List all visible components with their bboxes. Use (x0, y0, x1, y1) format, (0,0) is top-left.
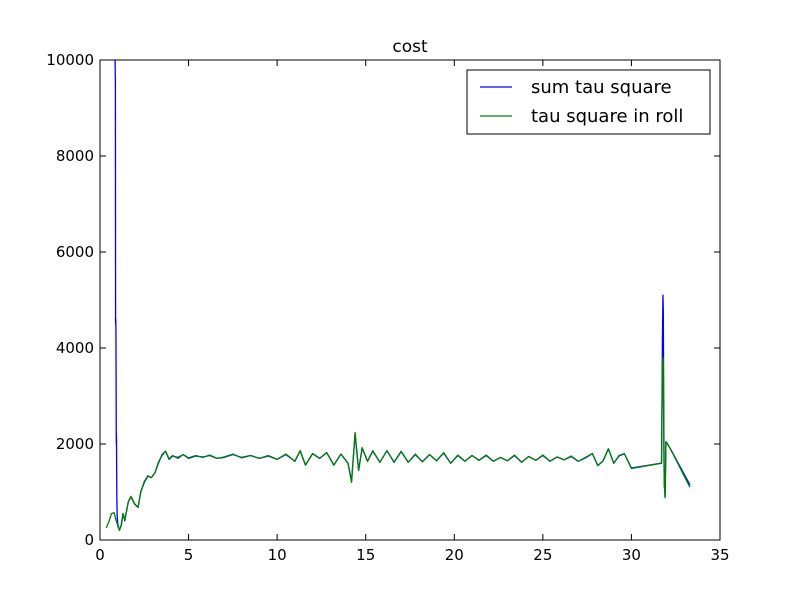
x-tick-label: 5 (184, 546, 194, 564)
ticks-layer: 0 5 10 15 20 25 30 35 0 2000 4000 6000 8000 10000 (46, 51, 729, 564)
legend-label: tau square in roll (531, 106, 683, 127)
x-tick-label: 30 (622, 546, 641, 564)
x-tick-label: 15 (356, 546, 375, 564)
y-tick-label: 4000 (56, 339, 94, 357)
y-tick-label: 6000 (56, 243, 94, 261)
x-tick-label: 20 (445, 546, 464, 564)
y-tick-label: 2000 (56, 435, 94, 453)
chart-title: cost (392, 37, 428, 57)
y-tick-label: 0 (84, 531, 94, 549)
y-tick-label: 10000 (46, 51, 94, 69)
legend-label: sum tau square (531, 77, 672, 98)
y-tick-label: 8000 (56, 147, 94, 165)
series-layer (105, 60, 691, 532)
series-line-tau-square-in-roll (105, 356, 691, 532)
legend-box (466, 69, 711, 135)
x-tick-label: 25 (533, 546, 552, 564)
legend: sum tau square tau square in roll (466, 69, 711, 135)
plot-frame (99, 59, 721, 541)
x-tick-label: 35 (710, 546, 729, 564)
x-tick-label: 10 (268, 546, 287, 564)
x-tick-label: 0 (95, 546, 105, 564)
